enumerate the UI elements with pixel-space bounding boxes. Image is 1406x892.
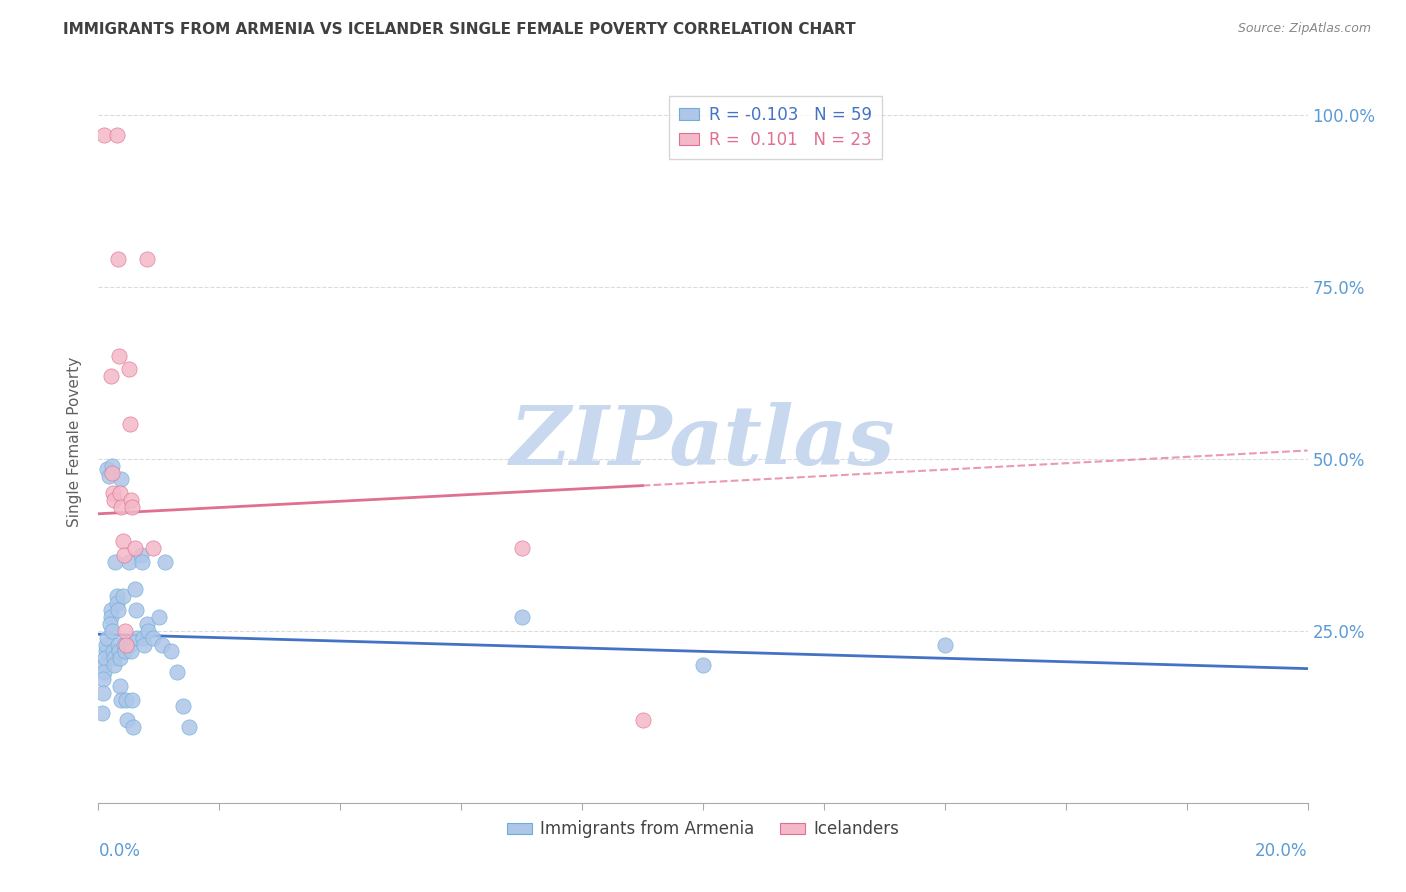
Point xyxy=(136,624,159,638)
Point xyxy=(111,534,134,549)
Point xyxy=(114,624,136,638)
Point xyxy=(104,555,127,569)
Point xyxy=(100,603,122,617)
Point xyxy=(94,644,117,658)
Point xyxy=(96,462,118,476)
Point xyxy=(91,672,114,686)
Point xyxy=(118,362,141,376)
Point xyxy=(510,541,533,556)
Text: 20.0%: 20.0% xyxy=(1256,842,1308,860)
Point xyxy=(93,128,115,143)
Point xyxy=(142,631,165,645)
Point xyxy=(105,590,128,604)
Point xyxy=(101,644,124,658)
Point xyxy=(96,631,118,645)
Point xyxy=(105,596,128,610)
Point xyxy=(118,555,141,569)
Y-axis label: Single Female Poverty: Single Female Poverty xyxy=(67,357,83,526)
Point xyxy=(103,493,125,508)
Legend: Immigrants from Armenia, Icelanders: Immigrants from Armenia, Icelanders xyxy=(501,814,905,845)
Text: Source: ZipAtlas.com: Source: ZipAtlas.com xyxy=(1237,22,1371,36)
Point xyxy=(934,638,956,652)
Point xyxy=(115,638,138,652)
Point xyxy=(510,610,533,624)
Point xyxy=(125,603,148,617)
Point xyxy=(120,644,142,658)
Point xyxy=(129,548,152,562)
Point xyxy=(93,658,115,673)
Text: 0.0%: 0.0% xyxy=(98,842,141,860)
Point xyxy=(122,720,145,734)
Point xyxy=(91,706,114,721)
Point xyxy=(124,541,146,556)
Point xyxy=(631,713,654,727)
Point xyxy=(118,638,141,652)
Point xyxy=(101,486,124,500)
Text: ZIPatlas: ZIPatlas xyxy=(510,401,896,482)
Point xyxy=(111,590,134,604)
Point xyxy=(160,644,183,658)
Point xyxy=(118,417,141,432)
Point xyxy=(172,699,194,714)
Point xyxy=(110,472,132,486)
Point xyxy=(108,651,131,665)
Point xyxy=(127,631,149,645)
Point xyxy=(124,582,146,597)
Point xyxy=(115,692,138,706)
Point xyxy=(166,665,188,679)
Point xyxy=(103,658,125,673)
Point xyxy=(105,128,128,143)
Point xyxy=(135,616,157,631)
Point xyxy=(94,651,117,665)
Point xyxy=(100,458,122,473)
Point xyxy=(131,555,153,569)
Point xyxy=(135,252,157,267)
Point xyxy=(132,631,155,645)
Point xyxy=(148,610,170,624)
Point xyxy=(98,616,121,631)
Point xyxy=(112,548,135,562)
Point xyxy=(120,493,142,508)
Point xyxy=(107,638,129,652)
Point xyxy=(93,665,115,679)
Point xyxy=(108,679,131,693)
Point xyxy=(108,486,131,500)
Point xyxy=(100,466,122,480)
Point xyxy=(134,638,156,652)
Point xyxy=(108,644,131,658)
Text: IMMIGRANTS FROM ARMENIA VS ICELANDER SINGLE FEMALE POVERTY CORRELATION CHART: IMMIGRANTS FROM ARMENIA VS ICELANDER SIN… xyxy=(63,22,856,37)
Point xyxy=(107,603,129,617)
Point xyxy=(150,638,173,652)
Point xyxy=(121,692,143,706)
Point xyxy=(692,658,714,673)
Point xyxy=(142,541,165,556)
Point xyxy=(112,638,135,652)
Point xyxy=(114,644,136,658)
Point xyxy=(100,610,122,624)
Point xyxy=(100,369,122,384)
Point xyxy=(96,638,118,652)
Point xyxy=(101,624,124,638)
Point xyxy=(108,349,131,363)
Point xyxy=(110,692,132,706)
Point xyxy=(117,713,139,727)
Point xyxy=(103,651,125,665)
Point xyxy=(110,500,132,514)
Point xyxy=(179,720,201,734)
Point xyxy=(91,686,114,700)
Point xyxy=(107,252,129,267)
Point xyxy=(153,555,176,569)
Point xyxy=(98,469,121,483)
Point xyxy=(121,500,143,514)
